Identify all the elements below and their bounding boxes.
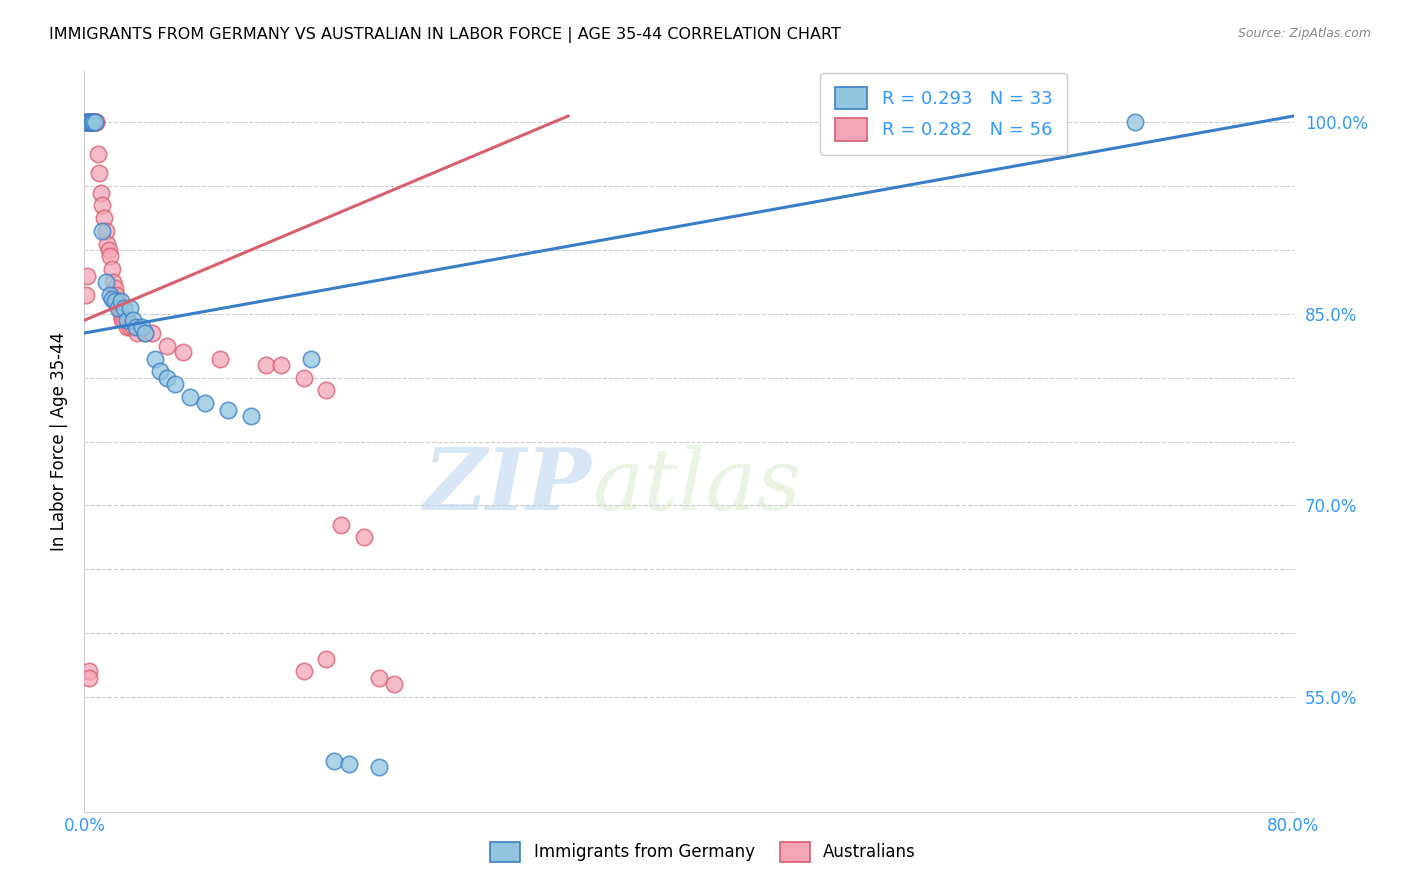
Y-axis label: In Labor Force | Age 35-44: In Labor Force | Age 35-44 (49, 332, 67, 551)
Point (75, 115, 97, 129)
Text: ZIP: ZIP (425, 444, 592, 528)
Point (315, 651, 337, 665)
Point (121, 313, 143, 327)
Point (89, 166, 111, 180)
Point (115, 319, 138, 334)
Point (79, 115, 101, 129)
Point (107, 294, 129, 309)
Point (86, 115, 108, 129)
Point (131, 319, 153, 334)
Point (118, 319, 141, 334)
Point (98, 287, 121, 301)
Point (84, 115, 107, 129)
Point (82, 115, 104, 129)
Point (172, 345, 194, 359)
Point (121, 319, 143, 334)
Point (112, 313, 135, 327)
Point (292, 665, 315, 679)
Point (77, 671, 100, 685)
Point (82, 115, 104, 129)
Point (149, 364, 172, 378)
Point (80, 115, 103, 129)
Point (77, 665, 100, 679)
Point (353, 530, 375, 544)
Point (100, 292, 122, 306)
Point (156, 339, 179, 353)
Point (115, 313, 138, 327)
Point (322, 754, 344, 768)
Point (108, 301, 131, 315)
Point (93, 211, 115, 226)
Point (77, 115, 100, 129)
Point (134, 326, 156, 340)
Point (110, 307, 132, 321)
Point (107, 301, 129, 315)
Point (270, 358, 292, 372)
Point (127, 326, 149, 340)
Point (80, 115, 103, 129)
Point (80, 115, 103, 129)
Point (254, 358, 277, 372)
Point (105, 287, 128, 301)
Text: IMMIGRANTS FROM GERMANY VS AUSTRALIAN IN LABOR FORCE | AGE 35-44 CORRELATION CHA: IMMIGRANTS FROM GERMANY VS AUSTRALIAN IN… (49, 27, 841, 43)
Point (110, 294, 132, 309)
Point (118, 301, 141, 315)
Text: atlas: atlas (592, 444, 801, 527)
Point (76, 115, 98, 129)
Point (94, 275, 117, 289)
Point (292, 370, 315, 384)
Text: Source: ZipAtlas.com: Source: ZipAtlas.com (1237, 27, 1371, 40)
Point (97, 243, 120, 257)
Point (75, 115, 97, 129)
Point (86, 115, 108, 129)
Point (75, 287, 97, 301)
Point (104, 281, 127, 295)
Point (315, 384, 337, 398)
Point (77, 115, 100, 129)
Point (134, 326, 156, 340)
Point (101, 275, 124, 289)
Point (239, 409, 262, 423)
Point (87, 147, 110, 161)
Point (98, 250, 121, 264)
Point (76, 115, 98, 129)
Point (96, 236, 118, 251)
Point (368, 760, 391, 774)
Point (79, 115, 101, 129)
Point (111, 313, 134, 327)
Point (76, 268, 98, 283)
Point (82, 115, 104, 129)
Point (77, 115, 100, 129)
Point (1123, 115, 1146, 129)
Legend: R = 0.293   N = 33, R = 0.282   N = 56: R = 0.293 N = 33, R = 0.282 N = 56 (820, 73, 1067, 155)
Point (179, 390, 201, 404)
Point (84, 115, 107, 129)
Point (91, 224, 114, 238)
Point (91, 198, 114, 212)
Point (79, 115, 101, 129)
Point (112, 301, 135, 315)
Point (368, 671, 391, 685)
Point (84, 115, 107, 129)
Point (194, 396, 217, 410)
Point (299, 351, 322, 366)
Point (382, 677, 405, 691)
Point (141, 326, 163, 340)
Point (330, 517, 353, 532)
Point (145, 351, 167, 366)
Point (90, 186, 112, 200)
Point (125, 319, 148, 334)
Point (104, 294, 127, 309)
Point (209, 351, 232, 366)
Point (217, 402, 239, 417)
Point (337, 757, 360, 772)
Point (156, 370, 179, 384)
Legend: Immigrants from Germany, Australians: Immigrants from Germany, Australians (482, 833, 924, 871)
Point (94, 224, 117, 238)
Point (165, 377, 187, 392)
Point (100, 262, 122, 277)
